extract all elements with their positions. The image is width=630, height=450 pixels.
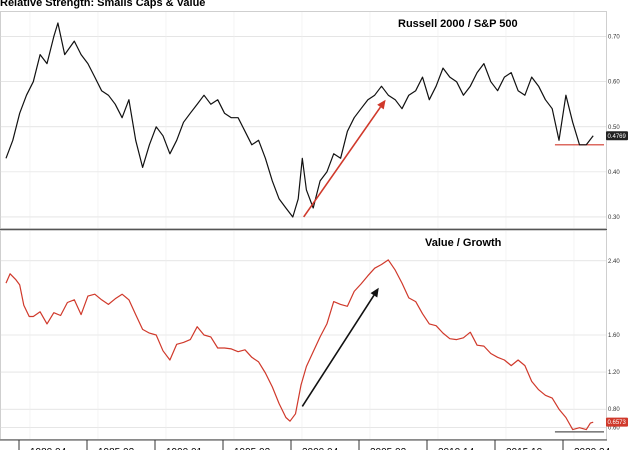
bottom-y-axis: 2.40 1.60 1.20 0.80 0.60 (608, 259, 620, 432)
top-trend-arrow (303, 106, 382, 218)
bottom-panel-gridlines (0, 231, 606, 439)
x-axis: 1980 04 1985 02 1990 01 1995 02 2000 04 2005 … (18, 440, 611, 450)
x-tick-label: 2000 04 (302, 447, 339, 450)
top-last-value-box (606, 131, 628, 141)
x-tick-label: 2010 14 (438, 447, 475, 450)
russell-sp500-panel: Russell 2000 / S&P 500 0.700.600.500.400… (0, 11, 628, 229)
y-tick-label: 0.40 (608, 170, 620, 176)
y-tick-label: 0.60 (608, 80, 620, 86)
value-growth-line (5, 259, 594, 431)
x-tick-label: 1995 02 (234, 447, 271, 450)
x-tick-label: 1985 02 (98, 447, 135, 450)
top-panel-gridlines (0, 12, 606, 228)
y-tick-label: 0.60 (608, 426, 620, 432)
figure-title: Relative Strength: Smalls Caps & Value (0, 0, 205, 9)
y-tick-label: 0.80 (608, 407, 620, 413)
x-tick-label: 2005 02 (370, 447, 407, 450)
value-growth-label: Value / Growth (425, 237, 502, 249)
bottom-trend-arrowhead (370, 287, 379, 298)
y-tick-label: 1.60 (608, 333, 620, 339)
y-tick-label: 1.20 (608, 370, 620, 376)
value-growth-panel: Value / Growth 2.40 1.60 1.20 0.80 0.60 0.65… (0, 230, 628, 440)
top-trend-arrowhead (377, 99, 386, 110)
y-tick-label: 0.70 (608, 35, 620, 41)
russell-sp500-line (5, 22, 594, 218)
russell-sp500-label: Russell 2000 / S&P 500 (398, 18, 518, 30)
x-tick-label: 1980 04 (30, 447, 67, 450)
top-panel-frame (0, 11, 607, 229)
top-last-value-label: 0.4769 (608, 134, 627, 140)
top-y-axis: 0.70 0.60 0.50 0.40 0.30 (608, 35, 620, 221)
y-tick-label: 2.40 (608, 259, 620, 265)
bottom-trend-arrow (301, 294, 375, 407)
x-tick-label: 2015 10 (506, 447, 543, 450)
bottom-last-value-label: 0.6573 (608, 420, 627, 426)
y-tick-label: 0.50 (608, 125, 620, 131)
bottom-last-value-box (606, 417, 628, 427)
y-tick-label: 0.30 (608, 215, 620, 221)
x-tick-label: 1990 01 (166, 447, 203, 450)
x-tick-label: 2020 24 (574, 447, 611, 450)
